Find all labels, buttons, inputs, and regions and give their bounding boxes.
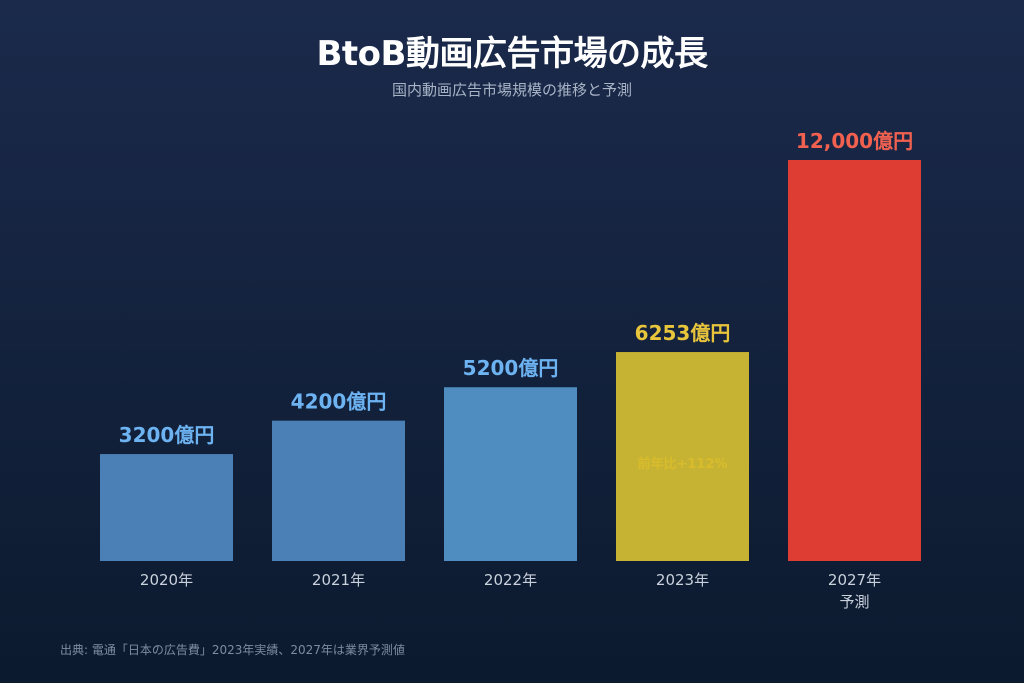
chart-title: BtoB動画広告市場の成長 — [316, 34, 708, 74]
x-tick-label: 2023年 — [656, 571, 709, 589]
source-note: 出典: 電通「日本の広告費」2023年実績、2027年は業界予測値 — [60, 643, 405, 657]
bar-2022年 — [444, 387, 577, 561]
bar-2027年 — [788, 160, 921, 561]
x-tick-label: 2022年 — [484, 571, 537, 589]
x-tick-sublabel: 予測 — [839, 593, 869, 611]
bar-annotation: 前年比+112% — [637, 456, 727, 472]
data-label: 5200億円 — [463, 356, 559, 380]
data-label: 6253億円 — [635, 321, 731, 345]
data-label: 12,000億円 — [796, 129, 913, 153]
x-tick-label: 2020年 — [140, 571, 193, 589]
data-label: 4200億円 — [291, 390, 387, 414]
bar-2023年 — [616, 352, 749, 561]
bar-2020年 — [100, 454, 233, 561]
x-tick-label: 2021年 — [312, 571, 365, 589]
chart-subtitle: 国内動画広告市場規模の推移と予測 — [391, 81, 632, 99]
bar-2021年 — [272, 420, 405, 561]
data-label: 3200億円 — [119, 423, 215, 447]
x-tick-label: 2027年 — [828, 571, 881, 589]
